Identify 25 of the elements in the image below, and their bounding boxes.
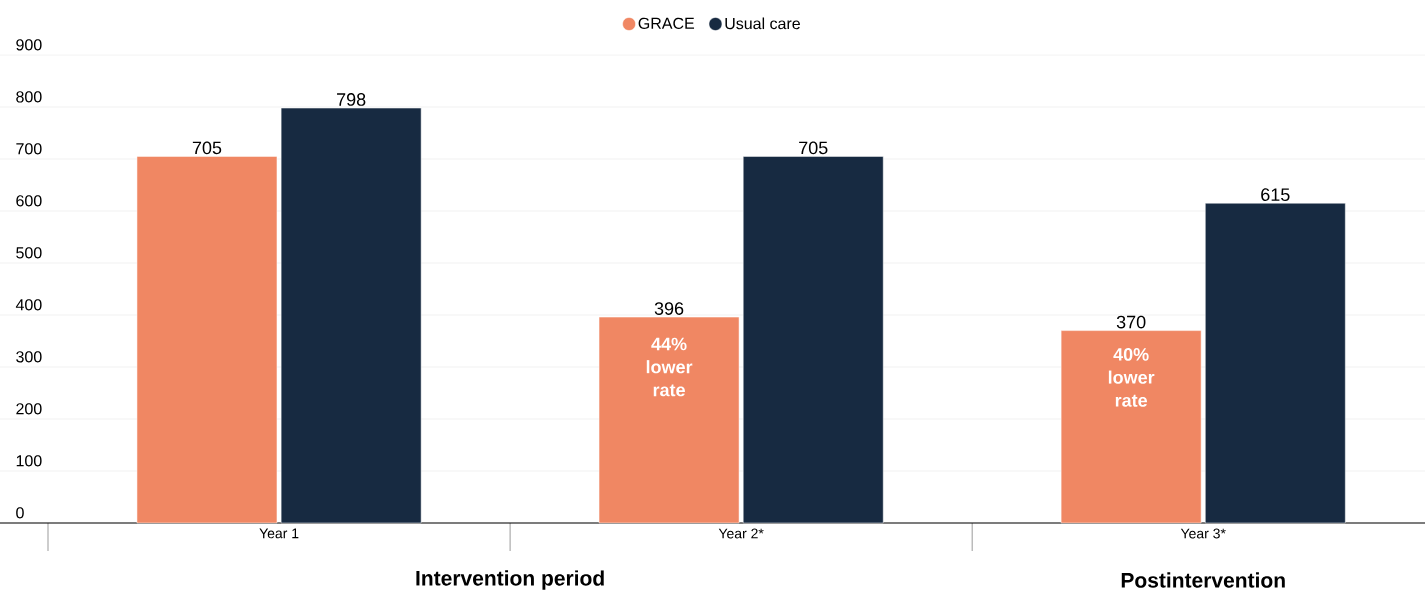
x-tick-label: Year 3* bbox=[1180, 528, 1226, 539]
data-label: 370 bbox=[1116, 315, 1146, 329]
data-label: 615 bbox=[1261, 188, 1290, 201]
y-tick-label: 400 bbox=[15, 299, 42, 311]
text: Postintervention bbox=[1121, 572, 1285, 588]
data-label: 396 bbox=[654, 302, 684, 315]
annotation: 44% lower rate bbox=[646, 337, 693, 397]
x-tick-label: Year 1 bbox=[259, 528, 299, 539]
y-tick-label: 800 bbox=[16, 91, 42, 103]
x-tick-label: Year 2* bbox=[718, 528, 764, 539]
y-tick-label: 700 bbox=[16, 143, 42, 155]
y-tick-label: 600 bbox=[16, 195, 42, 207]
data-label: 705 bbox=[192, 141, 222, 155]
legend-label: Usual care bbox=[725, 17, 800, 30]
annotation: 40% lower rate bbox=[1108, 348, 1155, 407]
y-tick-label: 100 bbox=[16, 455, 42, 467]
y-tick-label: 0 bbox=[16, 507, 24, 519]
y-tick-label: 900 bbox=[16, 39, 42, 51]
y-tick-label: 500 bbox=[16, 247, 42, 259]
y-tick-label: 300 bbox=[16, 351, 42, 363]
data-label: 705 bbox=[799, 141, 828, 155]
y-tick-label: 200 bbox=[16, 403, 42, 415]
text: Intervention period bbox=[416, 570, 604, 590]
data-label: 798 bbox=[337, 93, 366, 106]
legend-label: GRACE bbox=[638, 17, 695, 29]
